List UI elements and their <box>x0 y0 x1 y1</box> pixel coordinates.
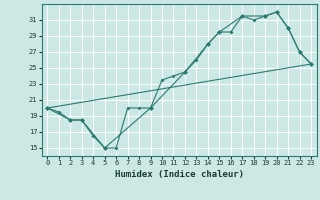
X-axis label: Humidex (Indice chaleur): Humidex (Indice chaleur) <box>115 170 244 179</box>
